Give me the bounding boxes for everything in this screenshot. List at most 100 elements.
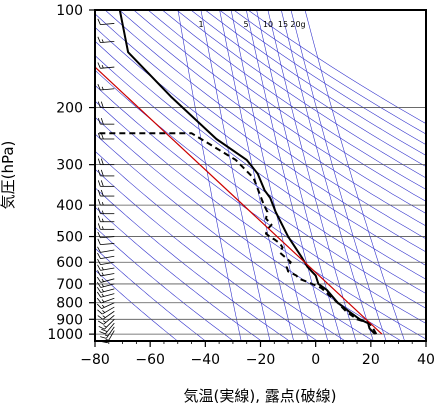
wind-barb [97,84,115,91]
mixing-ratio-label: 1 [198,20,203,29]
dry-adiabat [95,40,426,280]
x-tick-label: −40 [191,352,221,368]
mixing-ratio-labels: 1 5 10 15 20g [198,20,305,29]
dry-adiabat [95,55,426,294]
dry-adiabat [104,10,426,240]
wind-barb [97,189,115,197]
wind-barb [97,315,115,325]
wind-barb [97,199,115,206]
dry-adiabat [219,10,426,146]
wind-barb [97,118,115,125]
x-tick-label: 40 [417,352,435,368]
wind-barb [97,169,115,177]
mixing-ratio-line [177,10,242,341]
y-tick-label: 100 [56,3,83,19]
wind-barb [97,231,115,239]
dry-adiabat [119,10,426,227]
wind-barb [97,310,115,320]
mixing-ratio-line [267,10,357,341]
mixing-ratio-label: 5 [243,20,248,29]
dry-adiabat [147,10,426,202]
y-tick-label: 400 [56,198,83,214]
dry-adiabat-lines [95,10,426,341]
wind-barb [97,238,115,246]
wind-barb [97,132,115,140]
wind-barb [100,326,115,339]
dry-adiabat [176,10,426,179]
mixing-ratio-label: 15 [278,20,288,29]
reference-line [95,66,383,335]
dry-adiabat [95,26,426,266]
wind-barb [97,264,115,271]
wind-barb [97,246,115,253]
y-tick-label: 600 [56,255,83,271]
x-tick-label: 20 [362,352,380,368]
x-tick-label: 0 [311,352,320,368]
x-axis-title: 気温(実線), 露点(破線) [184,387,337,405]
dry-adiabat [95,247,206,341]
dry-adiabat [95,269,178,341]
y-tick-label: 700 [56,277,83,293]
wind-barb [97,62,115,69]
y-axis-title: 気圧(hPa) [0,141,17,210]
x-tick-label: −20 [246,352,276,368]
wind-barb [97,207,115,215]
mixing-ratio-label: 10 [263,20,273,29]
dry-adiabat [162,10,426,190]
wind-barb [98,319,115,330]
mixing-ratio-line [290,10,387,341]
dry-adiabat [95,116,402,341]
isobar-grid [95,10,426,335]
dry-adiabat [133,10,426,214]
dry-adiabat [95,133,374,341]
wind-barb [97,223,115,230]
wind-barb [96,302,115,309]
dewpoint-line [95,132,378,335]
wind-barb [97,18,115,26]
mixing-ratio-line [304,10,405,341]
temperature-line [118,10,376,335]
wind-barb [97,101,115,108]
y-tick-label: 800 [56,296,83,312]
mixing-ratio-label: 20g [290,20,305,29]
y-tick-label: 500 [56,230,83,246]
x-axis-ticks: −80 −60 −40 −20 0 20 40 [80,341,435,368]
wind-barb [99,322,115,335]
dry-adiabat [95,226,234,341]
dry-adiabat [95,150,346,341]
dry-adiabat [95,84,426,324]
wind-barb [96,286,115,293]
wind-barb [97,306,115,315]
dry-adiabat [95,206,262,341]
mixing-ratio-line [246,10,329,341]
mixing-ratio-line [230,10,309,341]
dry-adiabat [95,69,426,309]
dry-adiabat [95,13,426,253]
wind-barb [96,297,115,304]
wind-barb [96,282,115,288]
wind-barbs [96,18,115,344]
y-tick-label: 300 [56,158,83,174]
wind-barb [96,291,115,298]
y-tick-label: 1000 [47,327,83,343]
wind-barb [97,270,115,277]
y-tick-label: 200 [56,101,83,117]
mixing-ratio-line [219,10,294,341]
wind-barb [97,258,115,266]
wind-barb [97,252,115,260]
x-tick-label: −80 [80,352,110,368]
wind-barb [97,158,115,166]
wind-barb [97,36,115,44]
mixing-ratio-lines [177,10,405,341]
dry-adiabat [95,168,318,341]
mixing-ratio-line [200,10,271,341]
mixing-ratio-line [281,10,374,341]
wind-barb [96,276,115,283]
dry-adiabat [190,10,426,167]
wind-barb [97,215,115,223]
dry-adiabat [95,100,426,340]
mixing-ratio-line [256,10,342,341]
wind-barb [97,180,115,187]
